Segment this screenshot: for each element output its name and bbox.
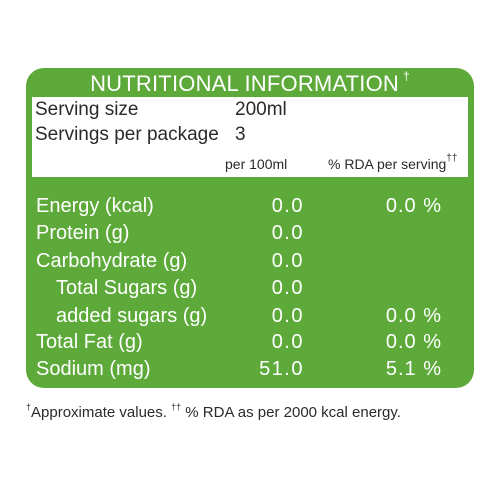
footnote-mark-1: † — [26, 402, 32, 412]
nutrient-row-carbohydrate: Carbohydrate (g) 0.0 — [36, 250, 466, 278]
serving-size-row: Serving size 200ml — [35, 99, 287, 121]
nutrient-label: Total Fat (g) — [36, 331, 143, 353]
servings-per-package-value: 3 — [235, 124, 246, 145]
nutrient-row-total-fat: Total Fat (g) 0.0 0.0 % — [36, 331, 466, 359]
title-dagger-mark: † — [403, 69, 410, 83]
column-header-rda-label: % RDA per serving — [328, 156, 447, 172]
nutrient-rda-value: 0.0 % — [385, 305, 442, 327]
column-header-rda-mark: †† — [446, 153, 458, 164]
nutrient-per100-value: 0.0 — [271, 250, 304, 272]
nutrient-row-added-sugars: added sugars (g) 0.0 0.0 % — [36, 305, 466, 333]
nutrient-per100-value: 0.0 — [271, 277, 304, 299]
divider — [32, 151, 468, 153]
serving-size-label: Serving size — [35, 99, 139, 120]
panel-title: NUTRITIONAL INFORMATION † — [26, 69, 474, 97]
nutrient-per100-value: 0.0 — [271, 305, 304, 327]
column-header-per100: per 100ml — [225, 156, 288, 172]
footnote-text-1: Approximate values. — [31, 404, 172, 421]
nutrient-row-sodium: Sodium (mg) 51.0 5.1 % — [36, 358, 466, 386]
nutrient-row-energy: Energy (kcal) 0.0 0.0 % — [36, 195, 466, 223]
servings-per-package-row: Servings per package 3 — [35, 124, 246, 146]
nutrient-label: added sugars (g) — [56, 305, 208, 327]
serving-info-box: Serving size 200ml Servings per package … — [32, 97, 468, 151]
nutrient-per100-value: 0.0 — [271, 222, 304, 244]
nutrition-panel: NUTRITIONAL INFORMATION † Serving size 20… — [26, 68, 474, 388]
footnote: †Approximate values. †† % RDA as per 200… — [26, 402, 401, 421]
nutrient-rda-value: 5.1 % — [385, 358, 442, 380]
footnote-text-2: % RDA as per 2000 kcal energy. — [181, 404, 401, 421]
column-header-strip: per 100ml % RDA per serving†† — [32, 153, 468, 177]
nutrient-label: Total Sugars (g) — [56, 277, 198, 299]
title-text: NUTRITIONAL INFORMATION — [90, 71, 400, 96]
nutrient-label: Energy (kcal) — [36, 195, 154, 217]
nutrient-label: Carbohydrate (g) — [36, 250, 188, 272]
nutrient-row-total-sugars: Total Sugars (g) 0.0 — [36, 277, 466, 305]
nutrient-per100-value: 0.0 — [271, 331, 304, 353]
nutrient-label: Sodium (mg) — [36, 358, 151, 380]
nutrient-rda-value: 0.0 % — [385, 195, 442, 217]
nutrient-row-protein: Protein (g) 0.0 — [36, 222, 466, 250]
nutrient-per100-value: 0.0 — [271, 195, 304, 217]
nutrient-per100-value: 51.0 — [259, 358, 304, 380]
serving-size-value: 200ml — [235, 99, 287, 120]
column-header-rda: % RDA per serving†† — [328, 153, 458, 172]
footnote-mark-2: †† — [171, 402, 182, 412]
servings-per-package-label: Servings per package — [35, 124, 219, 145]
nutrient-label: Protein (g) — [36, 222, 130, 244]
nutrient-rda-value: 0.0 % — [385, 331, 442, 353]
